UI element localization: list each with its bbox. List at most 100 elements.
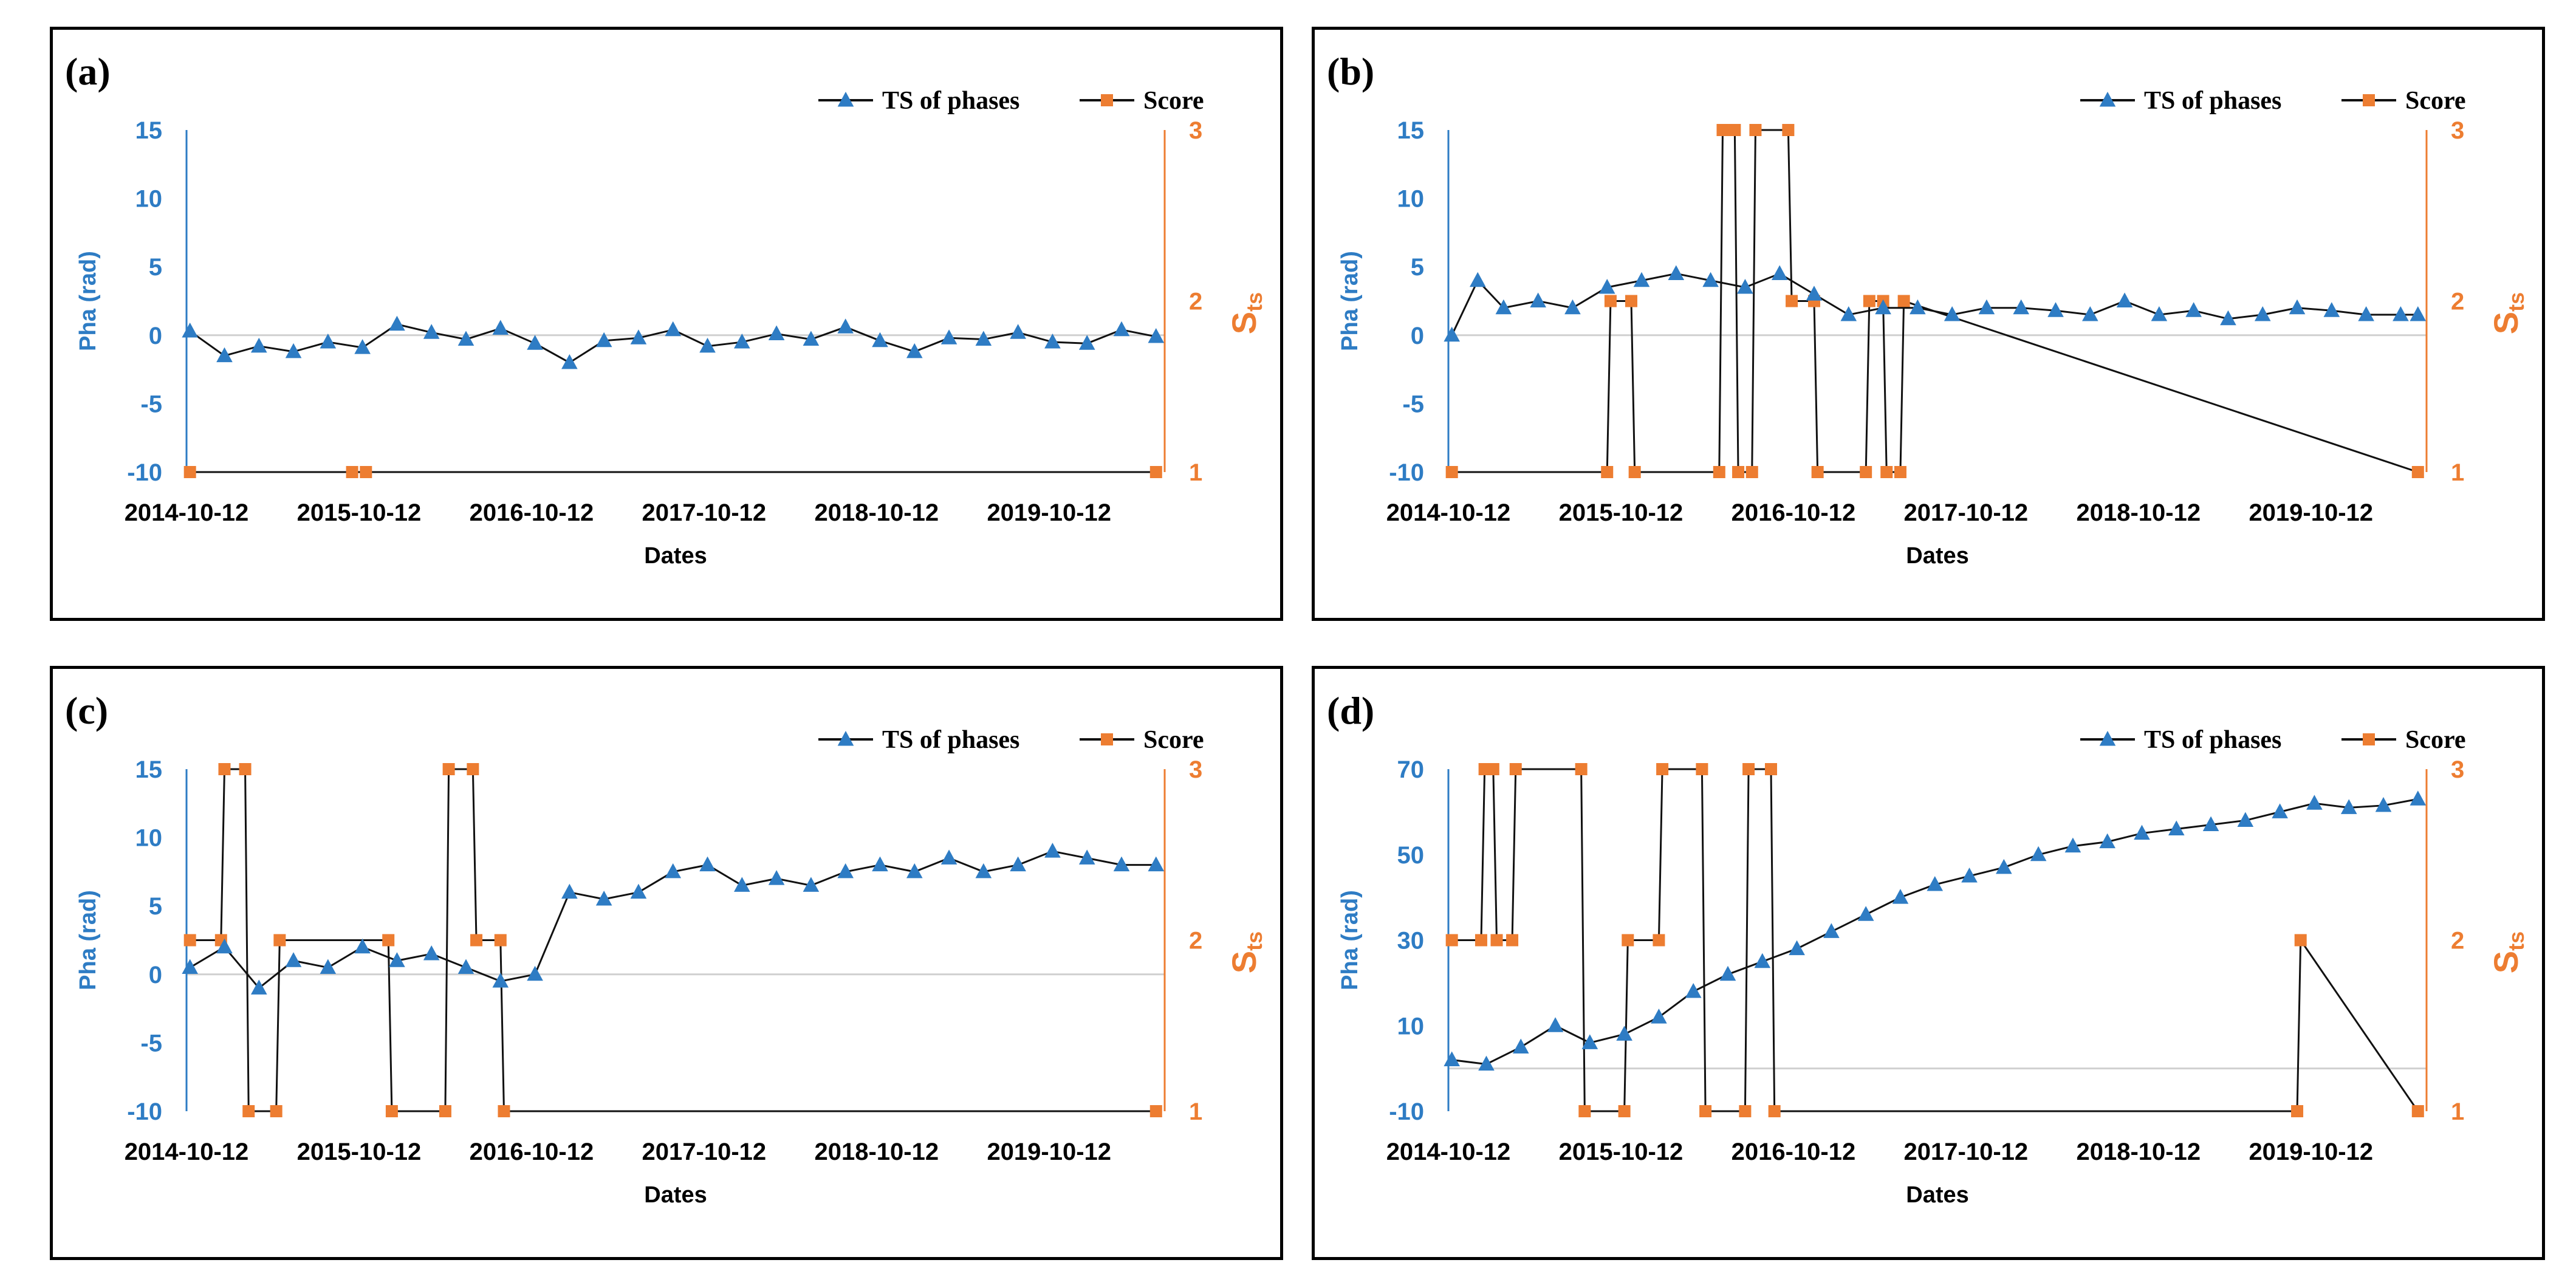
score-marker [1739,1105,1752,1117]
ts-marker [216,347,233,363]
y-tick-label: 15 [135,756,163,783]
ts-marker [423,945,440,961]
ts-marker [734,334,750,349]
ts-marker [2116,292,2133,307]
score-marker [494,934,507,947]
x-tick-label: 2019-10-12 [2249,499,2373,526]
score-marker [1713,466,1725,478]
y-tick-label: -5 [140,391,162,417]
x-tick-label: 2017-10-12 [1904,499,2029,526]
ts-marker [2393,306,2409,321]
score-marker [1149,466,1162,478]
panel-label: (d) [1327,689,1374,732]
ts-marker [1564,299,1581,315]
ts-marker [1702,272,1719,287]
score-marker [439,1105,451,1117]
score-marker [1894,466,1906,478]
ts-marker [527,335,543,350]
ts-marker [803,877,820,892]
x-tick-label: 2019-10-12 [987,499,1111,526]
score-marker [2411,1105,2424,1117]
ts-marker [906,863,923,879]
score-marker [498,1105,510,1117]
ts-marker [320,959,337,975]
y-tick-label: 15 [135,117,163,144]
x-axis-title: Dates [644,1182,707,1208]
ts-marker [1927,876,1944,891]
x-tick-label: 2015-10-12 [1559,499,1684,526]
y-axis-title: Pha (rad) [1337,251,1363,351]
score-marker [1622,934,1634,947]
x-tick-label: 2014-10-12 [125,1139,249,1165]
ts-marker [1598,278,1615,294]
score-marker [183,934,196,947]
ts-marker [699,337,716,353]
score-marker [270,1105,283,1117]
y-tick-label: -10 [127,1098,162,1125]
ts-marker [1996,858,2012,874]
legend-ts-label: TS of phases [882,726,1019,754]
ts-marker [1719,965,1736,981]
ts-marker [1978,299,1995,315]
score-marker [1732,466,1745,478]
score-marker [1578,1105,1591,1117]
panel-c: (c) -10 -5 0 5 10 15 1 2 3 2014-10-12 2015-10-12 20… [50,666,1283,1260]
ts-marker [1875,299,1891,315]
ts-marker [1044,843,1061,858]
ts-marker [2410,306,2427,321]
ts-marker [803,331,820,346]
ts-marker [1512,1038,1529,1053]
x-tick-label: 2016-10-12 [1732,1139,1856,1165]
ts-marker [1581,1034,1598,1049]
legend-score-marker [2363,94,2375,106]
chart-d: (d) -10 10 30 50 70 1 2 3 2014-10-12 2015-10-12 20… [1327,689,2529,1208]
ts-marker [1469,272,1486,287]
score-line [190,768,1156,1112]
legend-ts-marker [837,92,854,107]
y-tick-label: 5 [149,893,162,920]
y-tick-label: 50 [1397,842,1425,869]
ts-marker [1651,1009,1667,1024]
panel-d: (d) -10 10 30 50 70 1 2 3 2014-10-12 2015-10-12 20… [1312,666,2545,1260]
y-tick-label: -5 [140,1030,162,1057]
score-marker [1445,934,1458,947]
ts-marker [872,856,888,872]
ts-marker [182,959,198,975]
ts-marker [2134,824,2150,840]
x-tick-label: 2014-10-12 [125,499,249,526]
ts-marker [1892,889,1909,904]
ts-marker [1495,299,1512,315]
x-tick-label: 2019-10-12 [987,1139,1111,1165]
score-marker [1625,295,1637,307]
legend-score-label: Score [1143,87,1204,115]
panel-a: (a) -10 -5 0 5 10 15 1 2 3 2014-10-12 2015-10-12 20… [50,27,1283,621]
ts-marker [1113,321,1130,337]
ts-marker [2013,299,2030,315]
score-marker [1716,124,1729,136]
ts-marker [768,870,785,885]
ts-marker [354,339,371,354]
y-axis-title: Pha (rad) [1337,890,1363,990]
score-marker [1656,763,1669,775]
legend-score-marker [1101,94,1113,106]
panel-label: (b) [1327,50,1374,93]
y-tick-label: -10 [127,459,162,486]
score-marker [1749,124,1762,136]
score-line [1451,129,2419,473]
ts-marker [2375,796,2392,812]
ts-marker [1444,326,1460,342]
ts-line [1451,798,2419,1066]
ts-marker [2099,833,2115,849]
y2-tick-label: 2 [2451,928,2464,954]
score-marker [346,466,358,478]
ts-marker [492,973,509,988]
y-tick-label: 30 [1397,928,1425,954]
y2-tick-label: 1 [2451,459,2464,486]
score-marker [1728,124,1741,136]
y-tick-label: -10 [1389,459,1424,486]
score-marker [1811,466,1824,478]
ts-marker [457,959,474,975]
x-tick-label: 2014-10-12 [1386,1139,1511,1165]
y-axis-title: Pha (rad) [75,251,101,351]
score-marker [183,466,196,478]
